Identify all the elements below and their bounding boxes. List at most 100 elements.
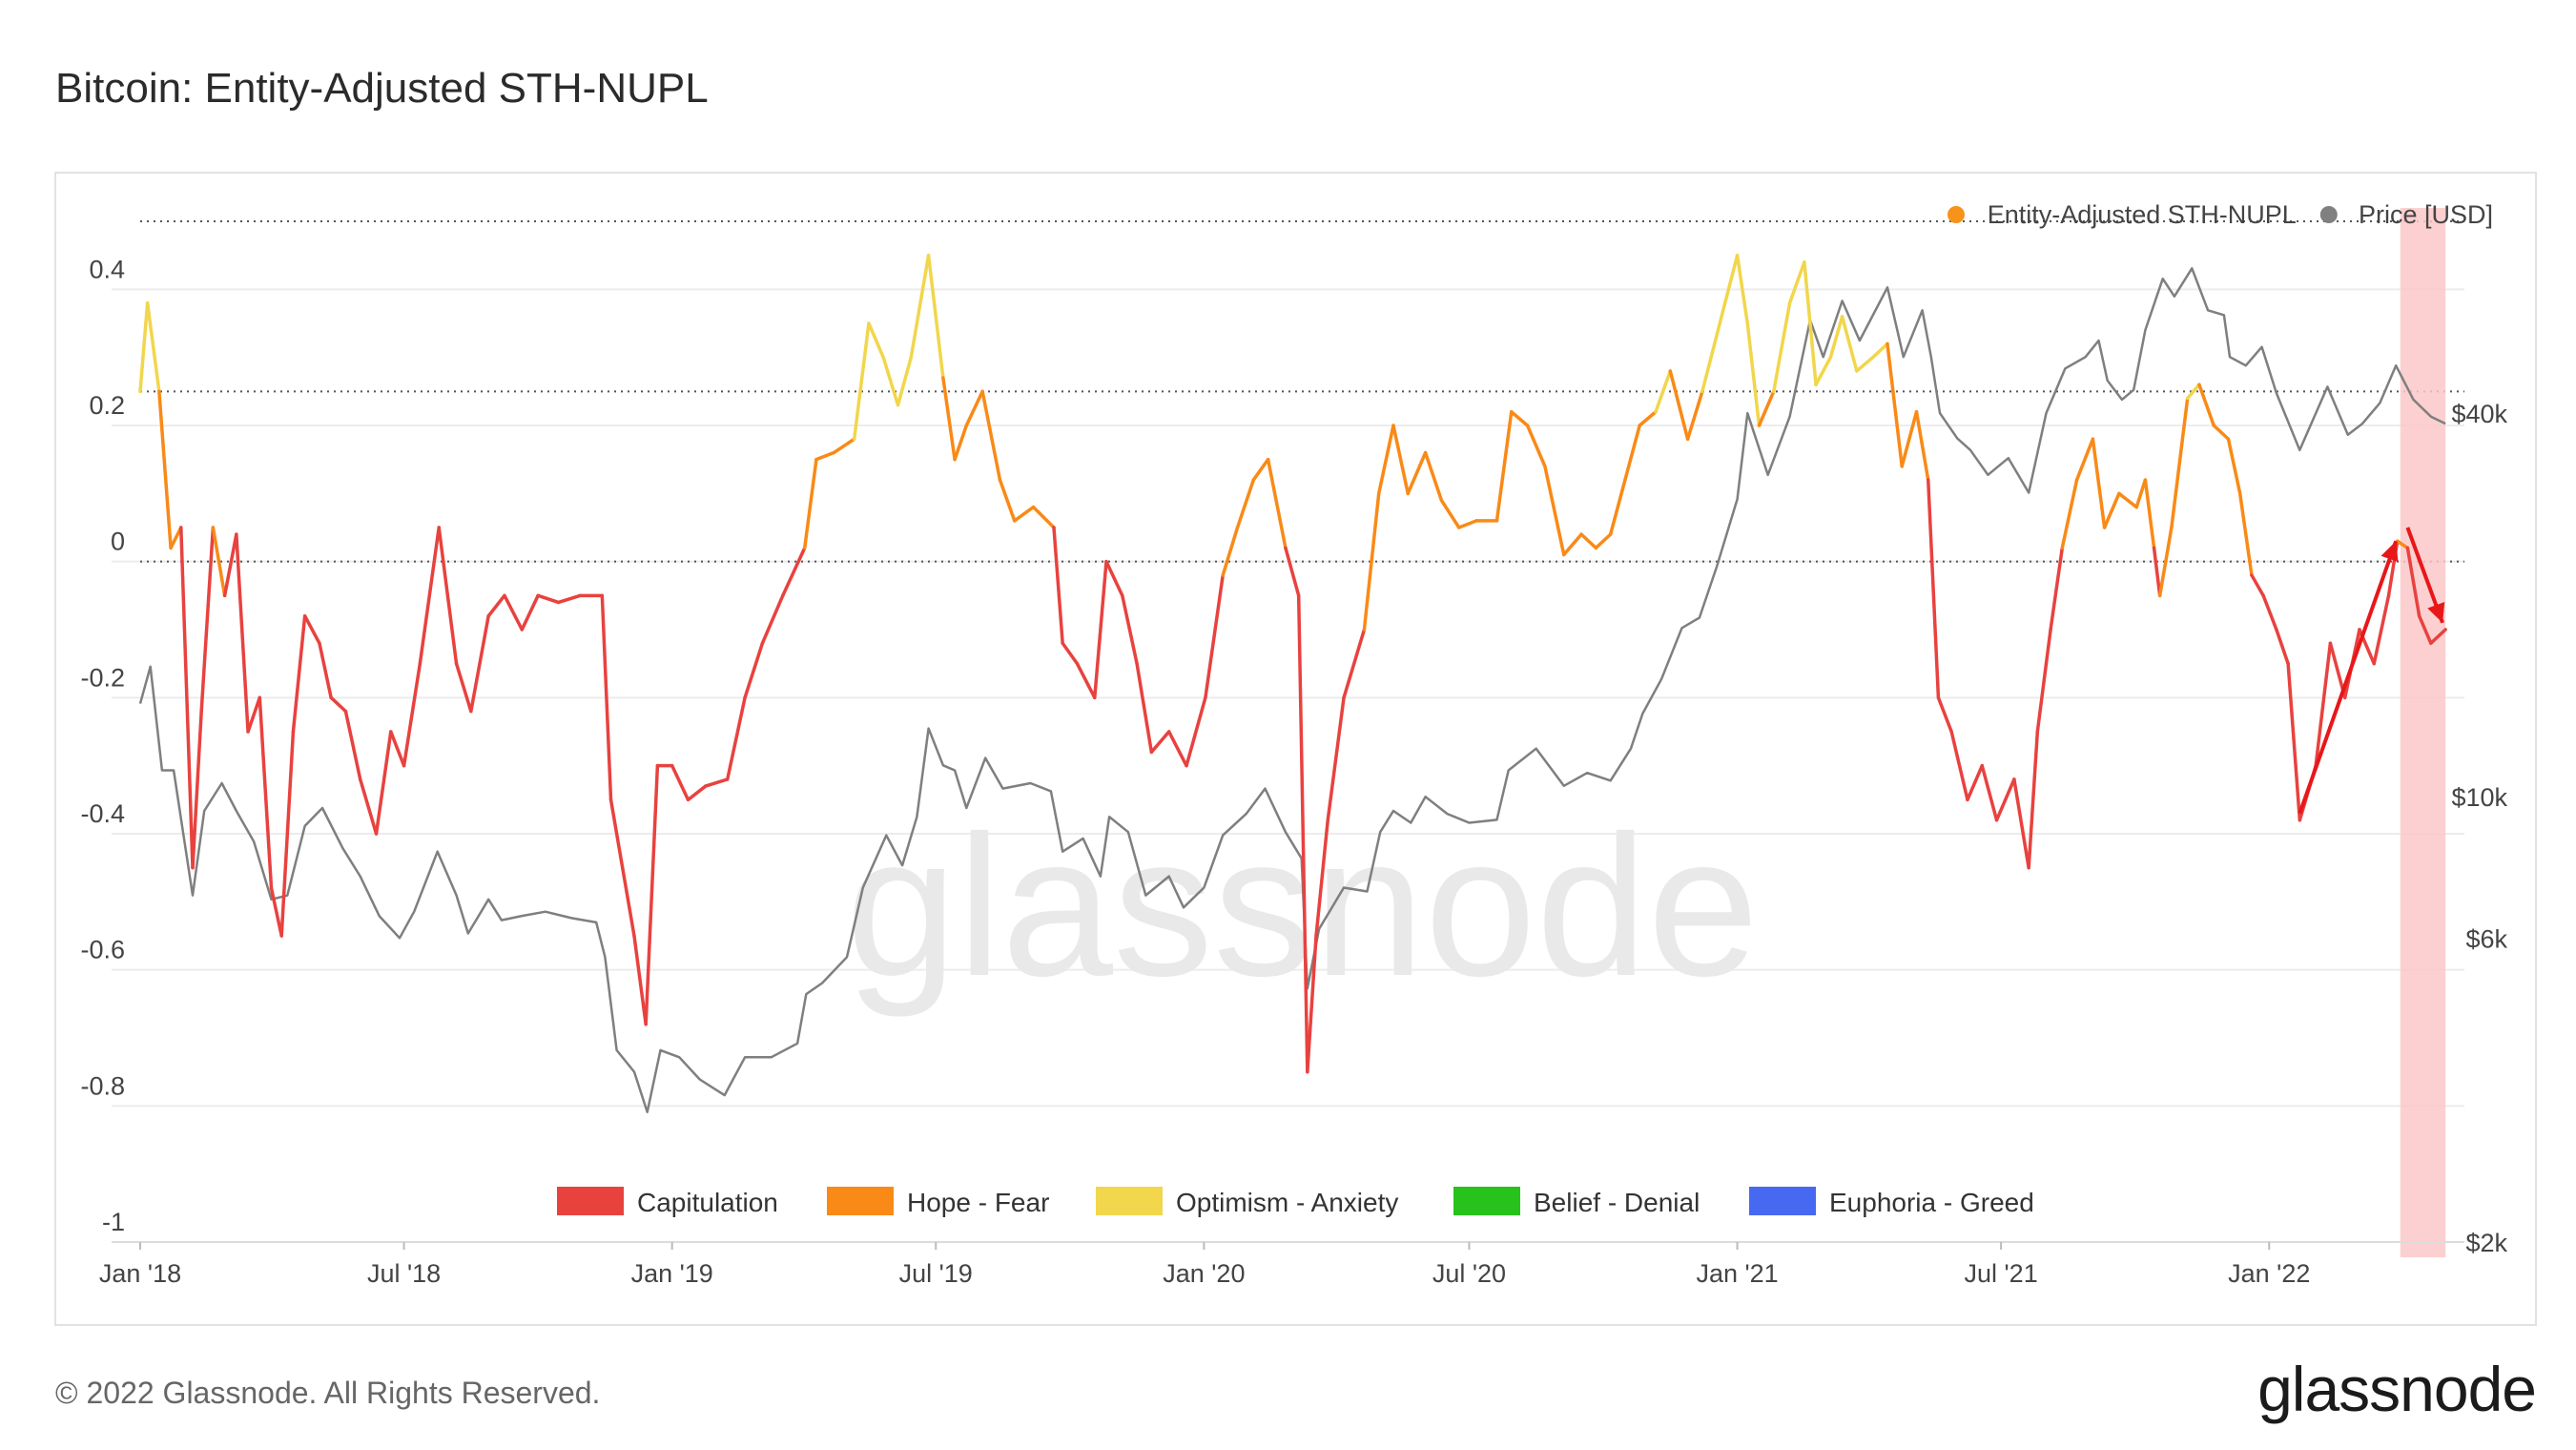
nupl-segment	[1135, 661, 1154, 755]
x-tick-label: Jan '18	[99, 1259, 181, 1288]
nupl-segment	[1362, 491, 1381, 632]
nupl-segment	[2250, 573, 2265, 598]
legend-item-label: Entity-Adjusted STH-NUPL	[1988, 200, 2297, 229]
nupl-segment	[402, 661, 422, 768]
nupl-segment	[1296, 593, 1309, 1074]
zone-legend-label: Belief - Denial	[1534, 1188, 1700, 1217]
chart-panel: glassnode 0.4 0.2 0 -0.2 -0.4 -0.6 -0.8 -1 $40k $1…	[54, 172, 2537, 1326]
y-right-tick-label: $2k	[2465, 1229, 2507, 1257]
nupl-segment	[1828, 315, 1844, 360]
nupl-segment	[1342, 628, 1367, 700]
nupl-segment	[632, 934, 648, 1026]
highlight-band	[2400, 208, 2446, 1257]
nupl-segment	[1494, 409, 1514, 523]
nupl-segment	[199, 526, 216, 714]
nupl-segment	[1204, 573, 1225, 700]
nupl-segment	[1510, 409, 1530, 427]
annotation-arrowhead	[2380, 541, 2399, 563]
nupl-segment	[1757, 389, 1776, 427]
nupl-segment	[1149, 730, 1171, 755]
nupl-segment	[980, 389, 1002, 482]
nupl-segment	[556, 593, 583, 605]
nupl-segment	[852, 321, 871, 442]
glassnode-logo: glassnode	[2257, 1354, 2537, 1424]
nupl-segment	[1456, 519, 1478, 529]
nupl-segment	[211, 526, 227, 598]
y-right-tick-label: $6k	[2465, 924, 2507, 953]
x-tick-label: Jan '19	[631, 1259, 713, 1288]
nupl-segment	[2395, 539, 2410, 550]
x-tick-label: Jan '20	[1163, 1259, 1245, 1288]
zone-legend-swatch	[1749, 1187, 1816, 1215]
nupl-segment	[1235, 478, 1256, 529]
nupl-segment	[1284, 546, 1301, 598]
nupl-segment	[1251, 457, 1270, 482]
nupl-segment	[437, 526, 459, 666]
nupl-segment	[191, 709, 203, 870]
y-left-tick-label: 0.2	[89, 391, 125, 420]
nupl-segment	[1012, 505, 1036, 523]
nupl-segment	[1326, 695, 1346, 822]
nupl-segment	[269, 886, 283, 938]
nupl-segment	[814, 450, 836, 462]
nupl-segment	[486, 593, 506, 618]
nupl-segment	[169, 526, 183, 550]
nupl-segment	[964, 389, 984, 427]
legend-dot-icon	[1947, 206, 1965, 223]
nupl-segment	[1075, 661, 1097, 700]
nupl-segment	[1121, 593, 1139, 666]
y-right-tick-label: $40k	[2451, 400, 2507, 428]
legend-dot-icon	[2319, 206, 2338, 223]
nupl-segment	[2102, 491, 2121, 529]
nupl-segment	[686, 784, 708, 802]
copyright-text: © 2022 Glassnode. All Rights Reserved.	[55, 1376, 601, 1410]
nupl-segment	[704, 777, 730, 788]
nupl-segment	[620, 865, 636, 938]
x-tick-label: Jul '18	[367, 1259, 441, 1288]
nupl-segment	[1772, 300, 1792, 394]
nupl-segment	[802, 457, 818, 550]
nupl-segment	[743, 641, 765, 700]
nupl-segment	[1406, 450, 1428, 496]
nupl-segment	[2212, 424, 2231, 442]
nupl-segment	[1700, 321, 1721, 394]
nupl-segment	[1314, 818, 1329, 938]
nupl-segment	[1926, 478, 1941, 700]
annotation-arrowhead	[2427, 601, 2445, 623]
nupl-segment	[2152, 546, 2162, 598]
nupl-segment	[1185, 695, 1207, 768]
nupl-segment	[896, 355, 914, 407]
nupl-segment	[2143, 478, 2156, 550]
nupl-segment	[600, 593, 613, 802]
nupl-segment	[258, 695, 274, 890]
y-left-tick-label: -0.8	[80, 1071, 125, 1100]
zone-legend-label: Capitulation	[637, 1188, 778, 1217]
nupl-segment	[279, 730, 296, 938]
nupl-segment	[1306, 934, 1318, 1074]
chart[interactable]: glassnode0.40.20-0.2-0.4-0.6-0.8-1$40k$1…	[56, 174, 2535, 1324]
nupl-segment	[1787, 260, 1806, 305]
nupl-segment	[1579, 532, 1598, 550]
zone-legend-swatch	[827, 1187, 894, 1215]
nupl-segment	[1166, 730, 1188, 768]
nupl-segment	[1061, 641, 1080, 666]
page-title: Bitcoin: Entity-Adjusted STH-NUPL	[55, 65, 709, 112]
x-tick-label: Jul '20	[1432, 1259, 1506, 1288]
nupl-segment	[644, 763, 660, 1026]
nupl-segment	[222, 532, 238, 598]
nupl-segment	[2275, 628, 2290, 666]
nupl-segment	[1803, 260, 1818, 386]
nupl-segment	[302, 613, 321, 646]
nupl-segment	[536, 593, 561, 605]
y-left-tick-label: 0	[111, 528, 125, 556]
nupl-segment	[1423, 450, 1444, 503]
nupl-segment	[1376, 424, 1395, 496]
nupl-segment	[1093, 559, 1108, 700]
nupl-segment	[881, 355, 900, 407]
nupl-segment	[998, 478, 1017, 523]
zone-legend-swatch	[1096, 1187, 1163, 1215]
nupl-segment	[1052, 526, 1064, 646]
nupl-segment	[2049, 546, 2065, 632]
nupl-segment	[1391, 424, 1411, 496]
nupl-segment	[1608, 478, 1627, 536]
